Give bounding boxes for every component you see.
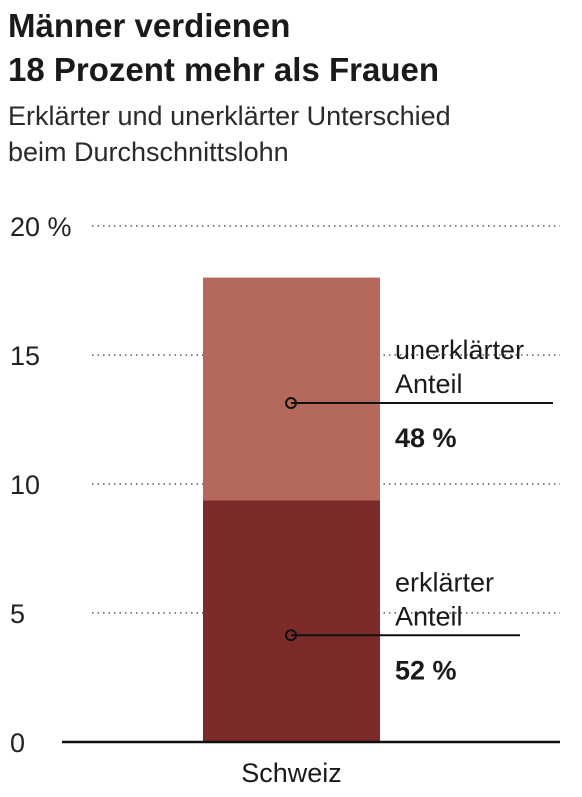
chart-title-line-1: Männer verdienen xyxy=(8,7,291,44)
series-label-1-line-1: unerklärter xyxy=(395,335,524,365)
bar-segment-0 xyxy=(203,500,380,742)
y-tick-label-5: 5 xyxy=(10,599,25,629)
bar-segment-1 xyxy=(203,277,380,501)
y-tick-label-10: 10 xyxy=(10,470,40,500)
y-tick-label-15: 15 xyxy=(10,341,40,371)
annotation-marker-0 xyxy=(285,629,297,642)
category-label-schweiz: Schweiz xyxy=(241,758,342,788)
series-label-0-line-2: Anteil xyxy=(395,601,463,631)
chart-subtitle: Erklärter und unerklärter Unterschied be… xyxy=(8,98,578,170)
series-share-label-0: 52 % xyxy=(395,655,457,685)
annotation-marker-1 xyxy=(285,397,297,410)
chart-title-line-2: 18 Prozent mehr als Frauen xyxy=(8,51,439,88)
chart-subtitle-line-1: Erklärter und unerklärter Unterschied xyxy=(8,101,451,131)
y-tick-label-0: 0 xyxy=(10,728,25,758)
chart-title: Männer verdienen 18 Prozent mehr als Fra… xyxy=(8,4,578,92)
series-label-1-line-2: Anteil xyxy=(395,369,463,399)
series-label-0-line-1: erklärter xyxy=(395,567,494,597)
series-share-label-1: 48 % xyxy=(395,423,457,453)
y-tick-label-20: 20 % xyxy=(10,212,72,242)
chart-subtitle-line-2: beim Durchschnittslohn xyxy=(8,137,289,167)
